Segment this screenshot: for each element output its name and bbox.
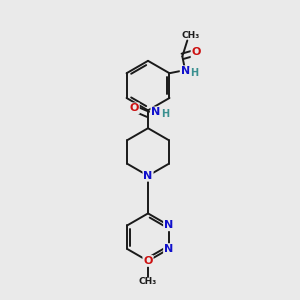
Text: N: N: [181, 66, 190, 76]
Text: CH₃: CH₃: [181, 31, 200, 40]
Text: O: O: [130, 103, 139, 113]
Text: N: N: [164, 220, 173, 230]
Text: H: H: [190, 68, 198, 78]
Text: N: N: [143, 171, 153, 181]
Text: CH₃: CH₃: [139, 277, 157, 286]
Text: N: N: [164, 244, 173, 254]
Text: N: N: [151, 107, 160, 117]
Text: O: O: [191, 47, 201, 57]
Text: H: H: [161, 109, 169, 119]
Text: O: O: [143, 256, 153, 266]
